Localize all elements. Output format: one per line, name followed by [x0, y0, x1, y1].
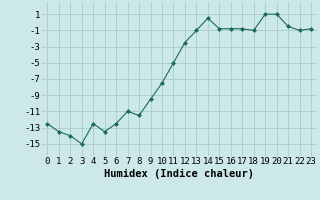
- X-axis label: Humidex (Indice chaleur): Humidex (Indice chaleur): [104, 169, 254, 179]
